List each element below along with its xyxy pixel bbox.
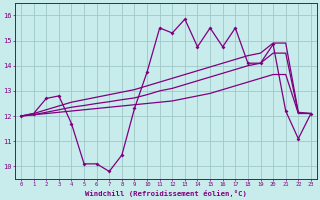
X-axis label: Windchill (Refroidissement éolien,°C): Windchill (Refroidissement éolien,°C) <box>85 190 247 197</box>
